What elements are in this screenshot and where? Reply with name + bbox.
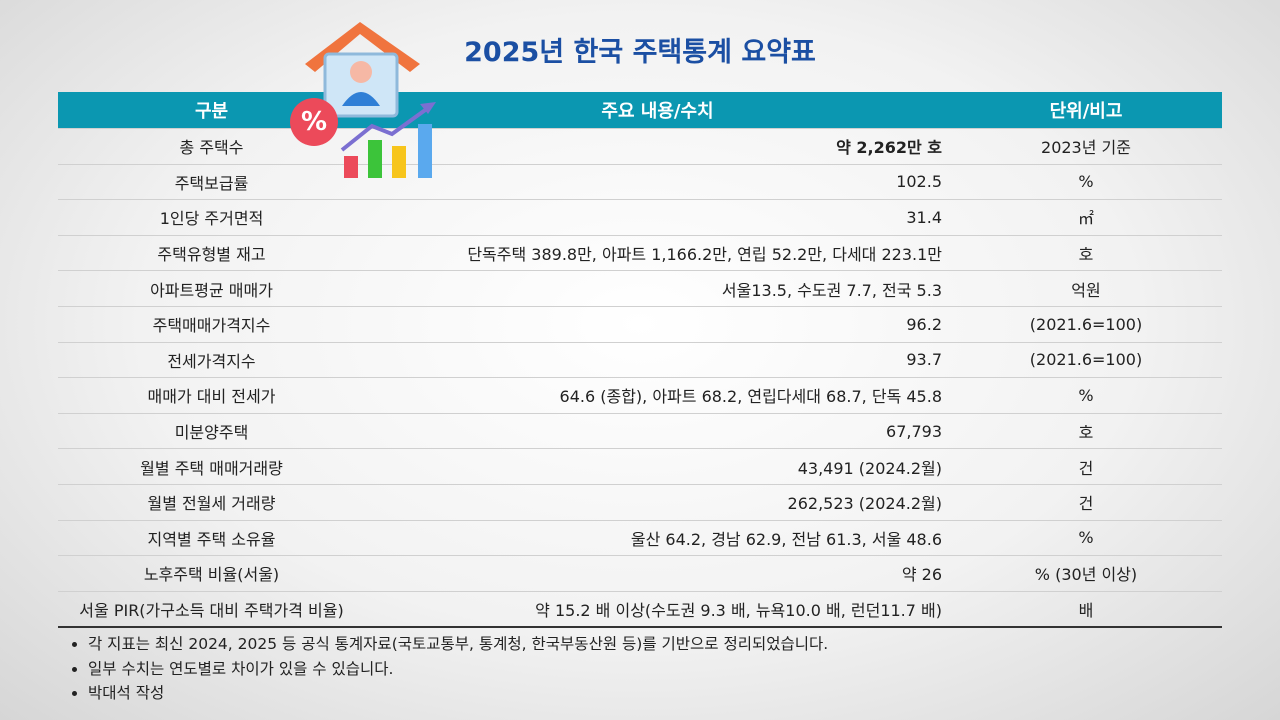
- table-cell: 1인당 주거면적: [58, 199, 365, 236]
- table-cell: (2021.6=100): [950, 305, 1222, 343]
- table-cell: 단독주택 389.8만, 아파트 1,166.2만, 연립 52.2만, 다세대…: [365, 234, 950, 271]
- table-cell: 64.6 (종합), 아파트 68.2, 연립다세대 68.7, 단독 45.8: [365, 377, 950, 414]
- note: 박대석 작성: [88, 681, 828, 706]
- table-row: 1인당 주거면적 31.4 ㎡: [58, 199, 1222, 236]
- table-cell: 호: [950, 234, 1222, 271]
- table-row: 총 주택수 약 2,262만 호 2023년 기준: [58, 128, 1222, 165]
- table-cell: 2023년 기준: [950, 128, 1222, 165]
- table-cell: 약 15.2 배 이상(수도권 9.3 배, 뉴욕10.0 배, 런던11.7 …: [365, 590, 950, 627]
- table-cell: 서울 PIR(가구소득 대비 주택가격 비율): [58, 590, 365, 627]
- table-cell: 전세가격지수: [58, 341, 365, 378]
- table-cell: %: [950, 519, 1222, 556]
- table-cell: 93.7: [365, 341, 950, 378]
- table-cell: 주택보급률: [58, 163, 365, 200]
- table-cell: 월별 전월세 거래량: [58, 483, 365, 521]
- table-cell: %: [950, 163, 1222, 200]
- title: 2025년 한국 주택통계 요약표: [464, 37, 816, 68]
- note: 일부 수치는 연도별로 차이가 있을 수 있습니다.: [88, 657, 828, 682]
- table-body: 총 주택수 약 2,262만 호 2023년 기준 주택보급률 102.5% 1인당 주거…: [58, 128, 1222, 627]
- table-row: 아파트평균 매매가 서울13.5, 수도권 7.7, 전국 5.3 억원: [58, 270, 1222, 307]
- table-cell: 배: [950, 590, 1222, 627]
- table-cell: 102.5: [365, 163, 950, 200]
- notes: 각 지표는 최신 2024, 2025 등 공식 통계자료(국토교통부, 통계청…: [70, 632, 828, 706]
- table-cell: 서울13.5, 수도권 7.7, 전국 5.3: [365, 270, 950, 307]
- table-cell: 96.2: [365, 305, 950, 343]
- svg-text:%: %: [301, 107, 327, 137]
- table-row: 전세가격지수 93.7 (2021.6=100): [58, 341, 1222, 378]
- table-cell: 건: [950, 448, 1222, 485]
- table-row: 주택유형별 재고 단독주택 389.8만, 아파트 1,166.2만, 연립 52…: [58, 234, 1222, 271]
- table-cell: %: [950, 377, 1222, 414]
- housing-icon: %: [290, 22, 436, 178]
- table-cell: 노후주택 비율(서울): [58, 555, 365, 592]
- table-header: 구분 주요 내용/수치 단위/비고: [58, 92, 1222, 129]
- table-cell: 아파트평균 매매가: [58, 270, 365, 307]
- table-cell: 약 2,262만 호: [365, 128, 950, 165]
- table-cell: 울산 64.2, 경남 62.9, 전남 61.3, 서울 48.6: [365, 519, 950, 556]
- table-row: 노후주택 비율(서울) 약 26% (30년 이상): [58, 555, 1222, 592]
- table-cell: 43,491 (2024.2월): [365, 448, 950, 485]
- table-cell: 억원: [950, 270, 1222, 307]
- table-cell: 미분양주택: [58, 412, 365, 449]
- table-cell: 지역별 주택 소유율: [58, 519, 365, 556]
- stats-table: 구분 주요 내용/수치 단위/비고 총 주택수 약 2,262만 호 2023년 기준 주…: [58, 92, 1222, 628]
- table-cell: 건: [950, 483, 1222, 521]
- table-cell: ㎡: [950, 199, 1222, 236]
- table-cell: (2021.6=100): [950, 341, 1222, 378]
- table-row: 서울 PIR(가구소득 대비 주택가격 비율) 약 15.2 배 이상(수도권 9…: [58, 590, 1222, 627]
- table-cell: 호: [950, 412, 1222, 449]
- table-cell: 주택유형별 재고: [58, 234, 365, 271]
- table-cell: 31.4: [365, 199, 950, 236]
- table-row: 월별 전월세 거래량 262,523 (2024.2월) 건: [58, 483, 1222, 521]
- table-cell: % (30년 이상): [950, 555, 1222, 592]
- table-cell: 262,523 (2024.2월): [365, 483, 950, 521]
- table-row: 월별 주택 매매거래량 43,491 (2024.2월) 건: [58, 448, 1222, 485]
- header-row: 구분 주요 내용/수치 단위/비고: [58, 92, 1222, 129]
- table-row: 매매가 대비 전세가 64.6 (종합), 아파트 68.2, 연립다세대 68.…: [58, 377, 1222, 414]
- header-cell: 단위/비고: [950, 92, 1222, 129]
- table-row: 주택보급률 102.5%: [58, 163, 1222, 200]
- table-cell: 주택매매가격지수: [58, 305, 365, 343]
- table-cell: 67,793: [365, 412, 950, 449]
- table-cell: 월별 주택 매매거래량: [58, 448, 365, 485]
- table-row: 지역별 주택 소유율 울산 64.2, 경남 62.9, 전남 61.3, 서울 …: [58, 519, 1222, 556]
- table-row: 미분양주택 67,793 호: [58, 412, 1222, 449]
- table-row: 주택매매가격지수 96.2 (2021.6=100): [58, 305, 1222, 343]
- table-cell: 약 26: [365, 555, 950, 592]
- table-cell: 매매가 대비 전세가: [58, 377, 365, 414]
- note: 각 지표는 최신 2024, 2025 등 공식 통계자료(국토교통부, 통계청…: [88, 632, 828, 657]
- header-cell: 주요 내용/수치: [365, 92, 950, 129]
